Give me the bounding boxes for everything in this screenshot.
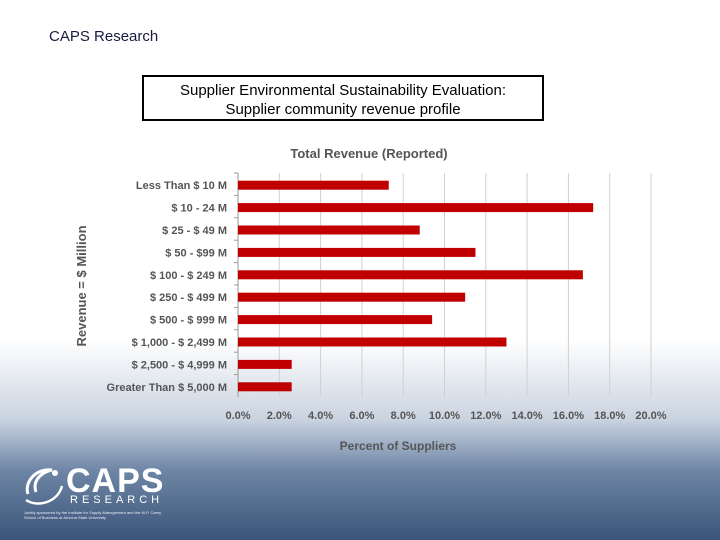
x-tick-label: 10.0% [429, 410, 460, 422]
x-tick-label: 20.0% [635, 410, 666, 422]
bar [238, 247, 476, 257]
logo-name: CAPS [66, 462, 165, 500]
bar [238, 315, 433, 325]
category-label: Less Than $ 10 M [136, 180, 227, 192]
caps-swirl-icon [25, 468, 64, 505]
label-layer: 0.0% 2.0% 4.0% 6.0% 8.0% 10.0% 12.0% 14.0% 16.0%… [107, 180, 667, 422]
bar [238, 337, 507, 347]
category-label: $ 2,500 - $ 4,999 M [132, 359, 227, 371]
category-label: $ 500 - $ 999 M [150, 315, 227, 327]
x-tick-label: 2.0% [267, 410, 292, 422]
y-axis-title: Revenue = $ Million [74, 225, 89, 346]
bar [238, 270, 583, 280]
x-axis-title: Percent of Suppliers [340, 439, 457, 453]
bar [238, 292, 466, 302]
caps-research-logo: CAPS RESEARCH Jointly sponsored by the I… [22, 462, 172, 524]
category-label: Greater Than $ 5,000 M [107, 382, 227, 394]
chart-title: Total Revenue (Reported) [290, 146, 447, 161]
bar [238, 225, 420, 235]
x-tick-label: 18.0% [594, 410, 625, 422]
bar [238, 382, 292, 392]
category-label: $ 10 - 24 M [171, 203, 227, 215]
bar [238, 203, 594, 213]
category-label: $ 1,000 - $ 2,499 M [132, 337, 227, 349]
bar-layer [238, 180, 594, 392]
bar [238, 180, 389, 190]
category-label: $ 25 - $ 49 M [162, 225, 227, 237]
header-label: CAPS Research [49, 28, 159, 45]
logo-tagline: Jointly sponsored by the Institute for S… [24, 510, 162, 520]
x-tick-label: 4.0% [308, 410, 333, 422]
x-tick-label: 6.0% [349, 410, 374, 422]
category-label: $ 50 - $99 M [165, 247, 227, 259]
slide-title-line2: Supplier community revenue profile [225, 101, 461, 118]
x-tick-label: 14.0% [511, 410, 542, 422]
logo-sub: RESEARCH [70, 494, 164, 506]
x-tick-label: 8.0% [391, 410, 416, 422]
category-label: $ 250 - $ 499 M [150, 292, 227, 304]
x-tick-label: 12.0% [470, 410, 501, 422]
slide-title: Supplier Environmental Sustainability Ev… [142, 75, 544, 121]
category-label: $ 100 - $ 249 M [150, 270, 227, 282]
bar [238, 359, 292, 369]
x-tick-label: 16.0% [553, 410, 584, 422]
x-tick-label: 0.0% [225, 410, 250, 422]
slide-title-line1: Supplier Environmental Sustainability Ev… [179, 82, 506, 99]
